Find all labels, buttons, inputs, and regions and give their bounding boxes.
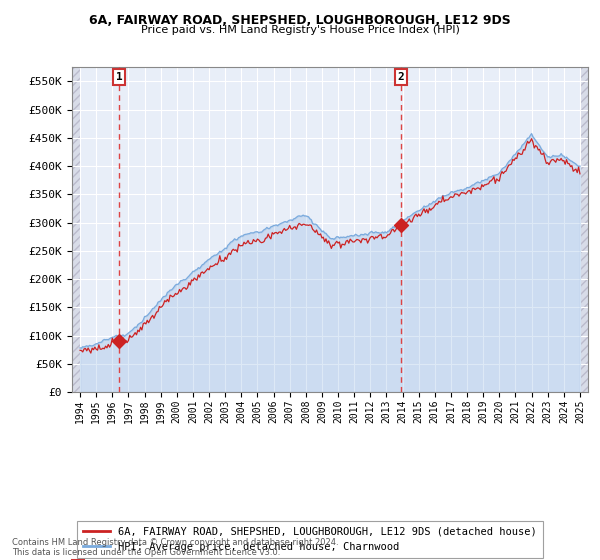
Text: Price paid vs. HM Land Registry's House Price Index (HPI): Price paid vs. HM Land Registry's House … bbox=[140, 25, 460, 35]
Point bbox=[114, 337, 124, 346]
Text: 6A, FAIRWAY ROAD, SHEPSHED, LOUGHBOROUGH, LE12 9DS: 6A, FAIRWAY ROAD, SHEPSHED, LOUGHBOROUGH… bbox=[89, 14, 511, 27]
Bar bbox=[72, 67, 80, 392]
Text: Contains HM Land Registry data © Crown copyright and database right 2024.
This d: Contains HM Land Registry data © Crown c… bbox=[12, 538, 338, 557]
Bar bbox=[580, 67, 588, 392]
Text: 1: 1 bbox=[116, 72, 122, 82]
Legend: 6A, FAIRWAY ROAD, SHEPSHED, LOUGHBOROUGH, LE12 9DS (detached house), HPI: Averag: 6A, FAIRWAY ROAD, SHEPSHED, LOUGHBOROUGH… bbox=[77, 521, 543, 558]
Point bbox=[397, 221, 406, 230]
Text: 2: 2 bbox=[398, 72, 404, 82]
